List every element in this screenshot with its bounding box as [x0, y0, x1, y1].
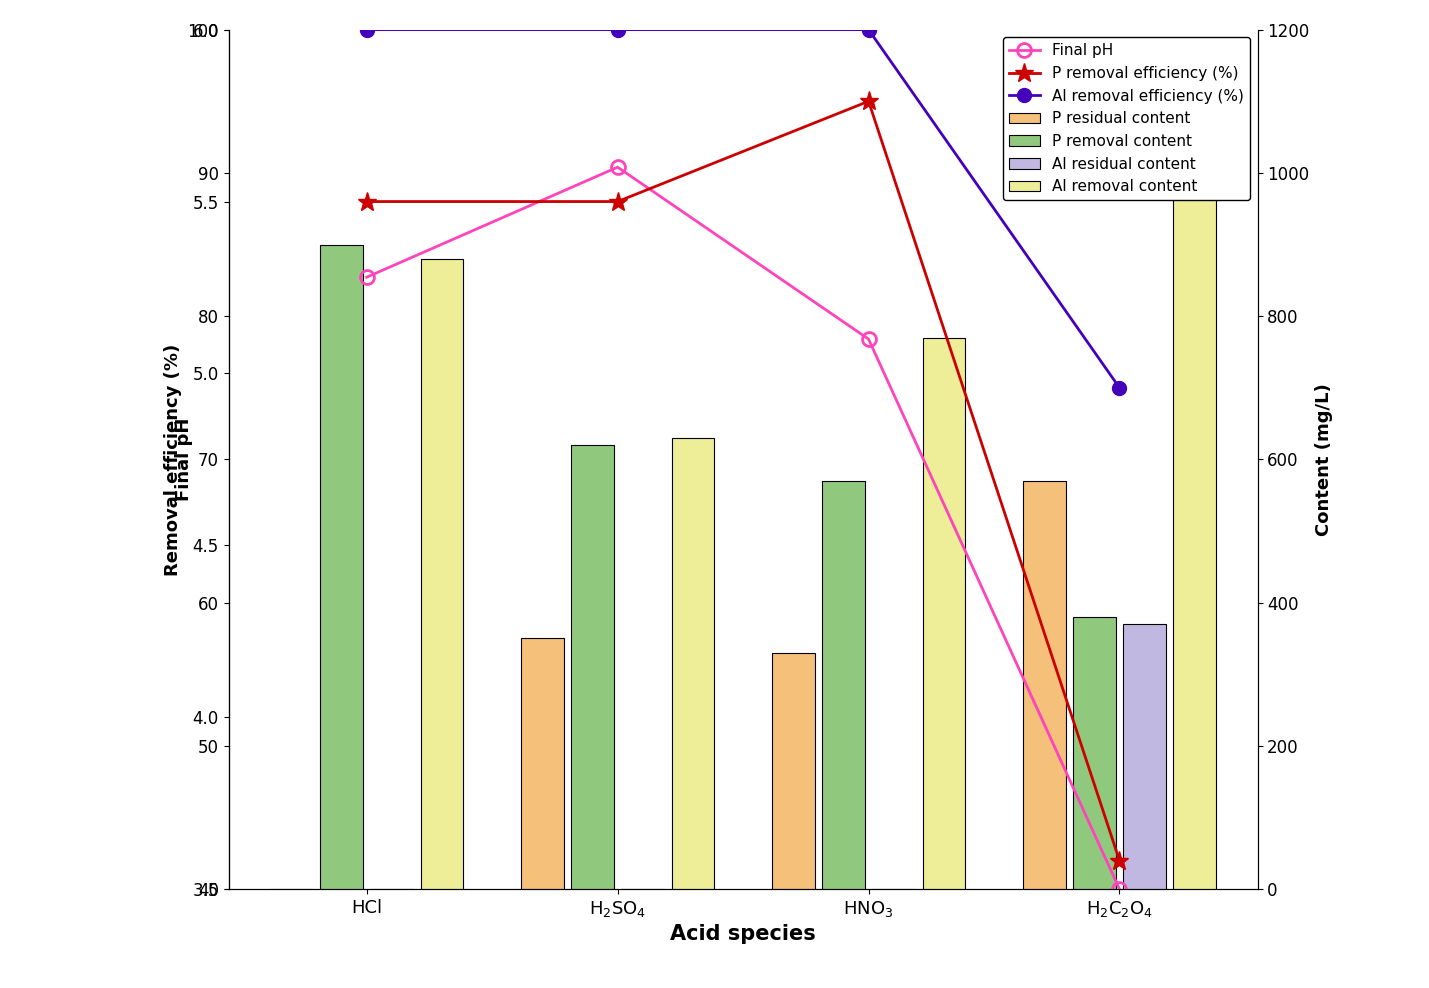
Bar — [522, 638, 563, 889]
Bar — [923, 338, 965, 889]
Bar — [1023, 481, 1066, 889]
Bar — [822, 481, 865, 889]
Bar — [1123, 624, 1166, 889]
Bar — [320, 245, 363, 889]
Bar — [672, 438, 714, 889]
Y-axis label: Content (mg/L): Content (mg/L) — [1315, 383, 1333, 535]
X-axis label: Acid species: Acid species — [670, 925, 816, 945]
Y-axis label: Removal efficiency (%): Removal efficiency (%) — [164, 343, 181, 576]
Bar — [772, 653, 815, 889]
Bar — [420, 259, 463, 889]
Bar — [1173, 166, 1216, 889]
Legend: Final pH, P removal efficiency (%), Al removal efficiency (%), P residual conten: Final pH, P removal efficiency (%), Al r… — [1003, 38, 1250, 201]
Bar — [1073, 617, 1116, 889]
Bar — [572, 445, 614, 889]
Y-axis label: Final pH: Final pH — [174, 418, 193, 501]
